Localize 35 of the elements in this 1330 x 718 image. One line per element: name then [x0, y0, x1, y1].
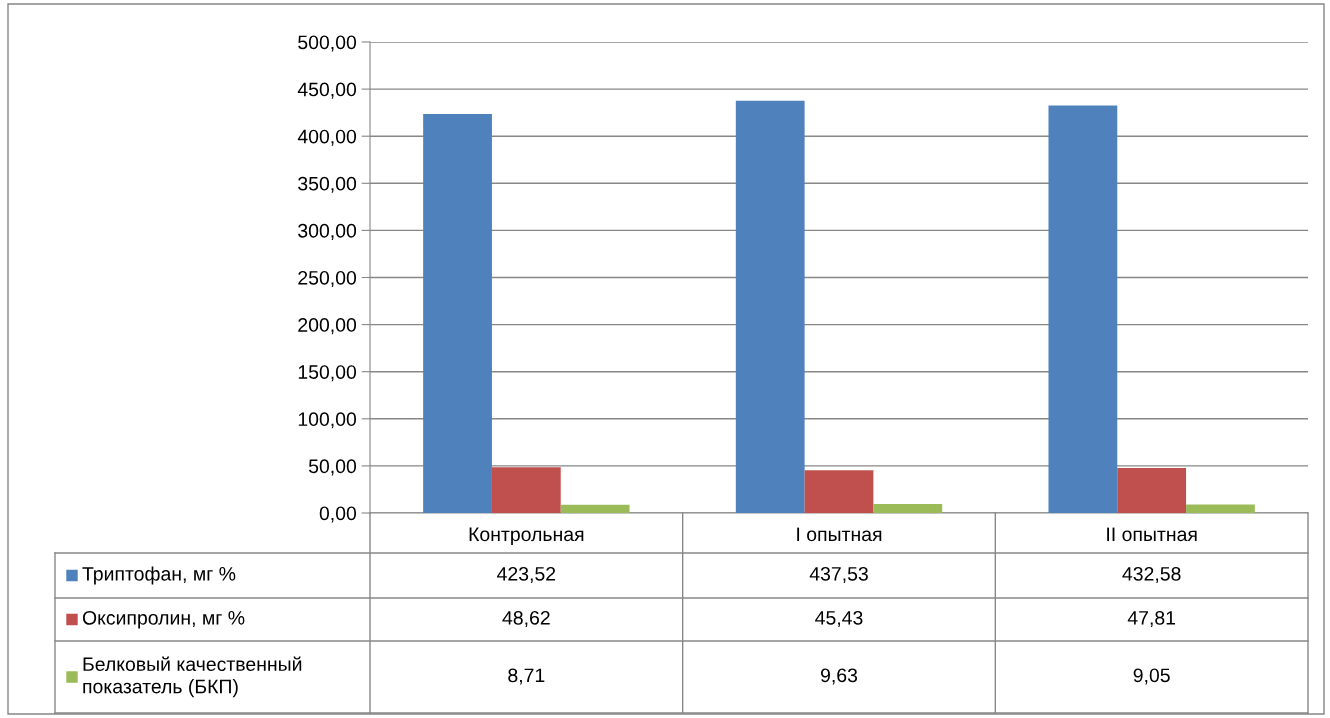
data-label: 9,05 [1133, 668, 1170, 685]
data-label: 8,71 [508, 668, 545, 685]
data-label: 47,81 [1127, 610, 1176, 628]
x-tick-label: II опытная [1107, 527, 1197, 542]
y-tick-label: 300,00 [298, 223, 357, 240]
bar [735, 100, 805, 513]
bar [1117, 467, 1187, 513]
data-label: 423,52 [497, 566, 556, 584]
bar [873, 503, 943, 513]
y-tick-label: 100,00 [298, 412, 357, 429]
data-label: 9,63 [820, 668, 858, 685]
bar [804, 470, 874, 513]
y-tick-label: 400,00 [297, 129, 357, 146]
data-label: 432,58 [1122, 566, 1181, 584]
data-label: 45,43 [815, 610, 863, 628]
y-tick-label: 150,00 [298, 365, 357, 382]
bar [1048, 105, 1118, 513]
data-label: 48,62 [502, 610, 550, 628]
bar [560, 504, 630, 513]
y-tick-label: 200,00 [298, 318, 357, 335]
y-tick-label: 500,00 [298, 35, 357, 52]
legend-label: Триптофан, мг % [82, 566, 236, 585]
y-tick-label: 50,00 [308, 459, 357, 476]
data-label: 437,53 [809, 566, 868, 584]
y-tick-label: 0,00 [319, 506, 357, 523]
legend-label: Оксипролин, мг % [82, 610, 245, 629]
y-tick-label: 250,00 [298, 270, 357, 288]
bar [1186, 504, 1255, 513]
y-tick-label: 350,00 [298, 176, 357, 193]
bar [491, 467, 561, 513]
bar [423, 114, 492, 513]
legend-label: Белковый качественный показатель (БКП) [83, 656, 302, 698]
x-tick-label: I опытная [797, 527, 882, 542]
x-tick-label: Контрольная [469, 527, 584, 546]
y-tick-label: 450,00 [297, 82, 357, 99]
